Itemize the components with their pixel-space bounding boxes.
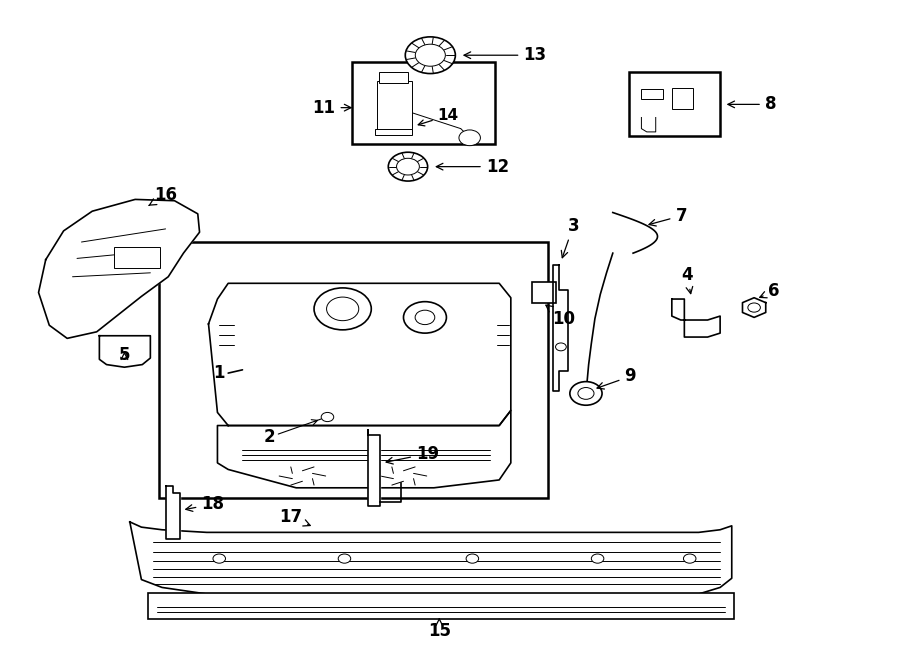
Circle shape [403,301,446,333]
Bar [532,282,555,303]
Circle shape [748,303,760,312]
Text: 18: 18 [185,495,224,513]
Bar [159,242,548,498]
Text: 1: 1 [213,364,225,382]
Polygon shape [39,200,200,338]
Polygon shape [553,265,568,391]
Text: 15: 15 [428,619,451,640]
Circle shape [555,343,566,351]
Text: 19: 19 [386,445,439,464]
Bar [671,88,693,109]
Bar [113,247,160,268]
Text: 3: 3 [562,217,580,258]
Polygon shape [130,522,732,594]
Polygon shape [218,410,511,488]
Text: 9: 9 [597,368,636,389]
Text: 10: 10 [546,305,575,328]
Circle shape [327,297,359,321]
Text: 5: 5 [119,346,130,364]
Bar [148,593,734,619]
Polygon shape [368,430,380,506]
Circle shape [578,387,594,399]
Bar [642,89,663,99]
Bar [629,71,720,136]
Circle shape [397,158,419,175]
Circle shape [415,44,446,66]
Text: 4: 4 [681,266,693,293]
Polygon shape [166,486,180,539]
Polygon shape [209,284,511,426]
Text: 16: 16 [148,186,177,206]
Text: 12: 12 [436,157,508,176]
Bar [377,81,412,130]
Polygon shape [99,336,150,368]
Circle shape [388,152,427,181]
Circle shape [570,381,602,405]
Text: 8: 8 [728,95,777,114]
Bar [379,72,408,83]
Circle shape [314,288,372,330]
Circle shape [338,554,351,563]
Text: 14: 14 [418,108,459,126]
Circle shape [459,130,481,145]
Polygon shape [742,297,766,317]
Text: 11: 11 [312,98,351,116]
Circle shape [321,412,334,422]
Circle shape [405,37,455,73]
Text: 2: 2 [264,428,275,446]
Text: 13: 13 [464,46,546,64]
Bar [352,61,495,143]
Text: 6: 6 [760,282,780,300]
Text: 17: 17 [279,508,310,526]
Circle shape [415,310,435,325]
Circle shape [591,554,604,563]
Circle shape [683,554,696,563]
Bar [375,129,412,136]
Circle shape [213,554,226,563]
Circle shape [466,554,479,563]
Polygon shape [671,299,720,337]
Text: 7: 7 [649,207,687,226]
